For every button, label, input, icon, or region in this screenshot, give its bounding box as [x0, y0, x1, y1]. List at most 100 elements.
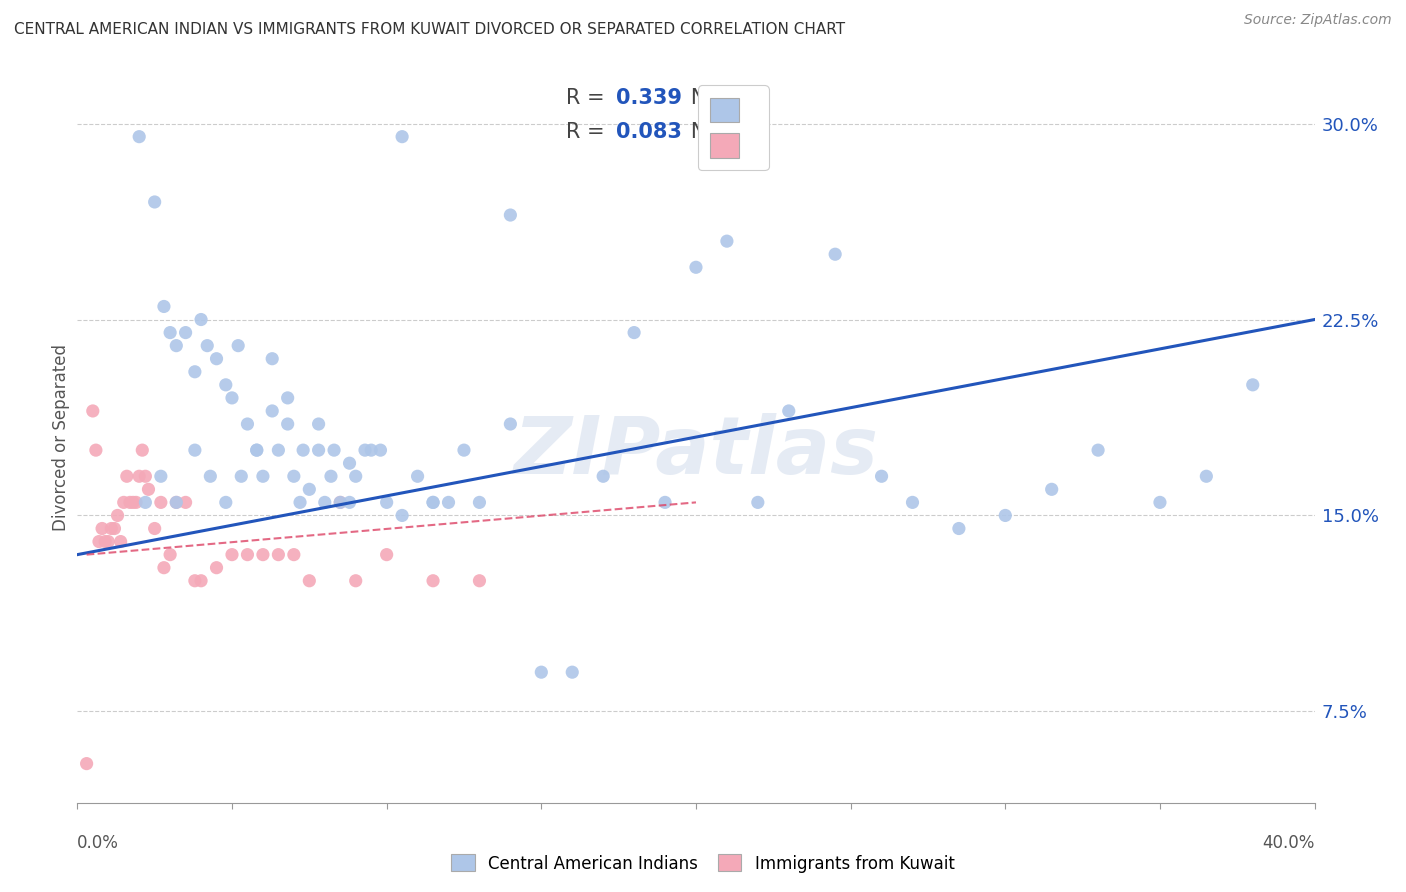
Point [1040, 483, 1063, 497]
Point [948, 522, 970, 536]
Point [82, 404, 104, 418]
Point [87, 534, 110, 549]
Point [422, 574, 444, 588]
Point [267, 443, 290, 458]
Point [138, 483, 160, 497]
Text: 0.0%: 0.0% [77, 834, 120, 852]
Point [1241, 377, 1264, 392]
Text: 0.083: 0.083 [616, 122, 682, 142]
Point [824, 247, 846, 261]
Point [422, 495, 444, 509]
Point [84, 443, 107, 458]
Point [283, 548, 305, 562]
Point [149, 495, 172, 509]
Point [901, 495, 924, 509]
Point [205, 560, 228, 574]
Point [292, 443, 315, 458]
Point [190, 574, 212, 588]
Point [778, 404, 800, 418]
Point [530, 665, 553, 680]
Point [267, 548, 290, 562]
Point [252, 469, 274, 483]
Point [165, 495, 187, 509]
Text: 40.0%: 40.0% [1263, 834, 1315, 852]
Point [134, 495, 156, 509]
Point [277, 417, 299, 431]
Point [308, 417, 330, 431]
Point [76, 756, 98, 771]
Point [1087, 443, 1109, 458]
Point [143, 522, 166, 536]
Point [422, 495, 444, 509]
Point [391, 129, 413, 144]
Point [654, 495, 676, 509]
Point [246, 443, 269, 458]
Point [195, 339, 218, 353]
Text: CENTRAL AMERICAN INDIAN VS IMMIGRANTS FROM KUWAIT DIVORCED OR SEPARATED CORRELAT: CENTRAL AMERICAN INDIAN VS IMMIGRANTS FR… [14, 22, 845, 37]
Point [174, 326, 197, 340]
Point [344, 469, 367, 483]
Point [221, 391, 243, 405]
Point [205, 351, 228, 366]
Point [314, 495, 336, 509]
Point [159, 326, 181, 340]
Point [437, 495, 460, 509]
Text: N =: N = [671, 122, 738, 142]
Point [391, 508, 413, 523]
Text: R =: R = [567, 122, 612, 142]
Point [375, 548, 398, 562]
Point [122, 495, 145, 509]
Point [994, 508, 1017, 523]
Point [221, 548, 243, 562]
Point [153, 300, 176, 314]
Text: N =: N = [671, 88, 738, 109]
Point [339, 495, 361, 509]
Point [262, 404, 284, 418]
Point [277, 391, 299, 405]
Point [103, 522, 125, 536]
Point [499, 417, 522, 431]
Point [406, 469, 429, 483]
Point [747, 495, 769, 509]
Point [283, 469, 305, 483]
Point [115, 469, 138, 483]
Point [215, 377, 238, 392]
Point [226, 339, 249, 353]
Point [246, 443, 269, 458]
Point [288, 495, 311, 509]
Legend: , : , [697, 86, 769, 170]
Point [468, 495, 491, 509]
Point [329, 495, 352, 509]
Point [112, 495, 135, 509]
Point [165, 495, 187, 509]
Point [308, 443, 330, 458]
Point [184, 365, 207, 379]
Point [870, 469, 893, 483]
Y-axis label: Divorced or Separated: Divorced or Separated [52, 343, 70, 531]
Point [623, 326, 645, 340]
Point [252, 548, 274, 562]
Point [329, 495, 352, 509]
Point [499, 208, 522, 222]
Point [131, 443, 153, 458]
Point [236, 548, 259, 562]
Point [159, 548, 181, 562]
Point [94, 534, 117, 549]
Point [128, 469, 150, 483]
Point [360, 443, 382, 458]
Point [231, 469, 253, 483]
Point [190, 312, 212, 326]
Point [128, 129, 150, 144]
Point [339, 456, 361, 470]
Point [468, 574, 491, 588]
Point [370, 443, 392, 458]
Point [354, 443, 377, 458]
Point [91, 522, 114, 536]
Point [100, 522, 122, 536]
Point [319, 469, 342, 483]
Point [323, 443, 346, 458]
Point [215, 495, 238, 509]
Point [107, 508, 129, 523]
Text: Source: ZipAtlas.com: Source: ZipAtlas.com [1244, 13, 1392, 28]
Point [165, 339, 187, 353]
